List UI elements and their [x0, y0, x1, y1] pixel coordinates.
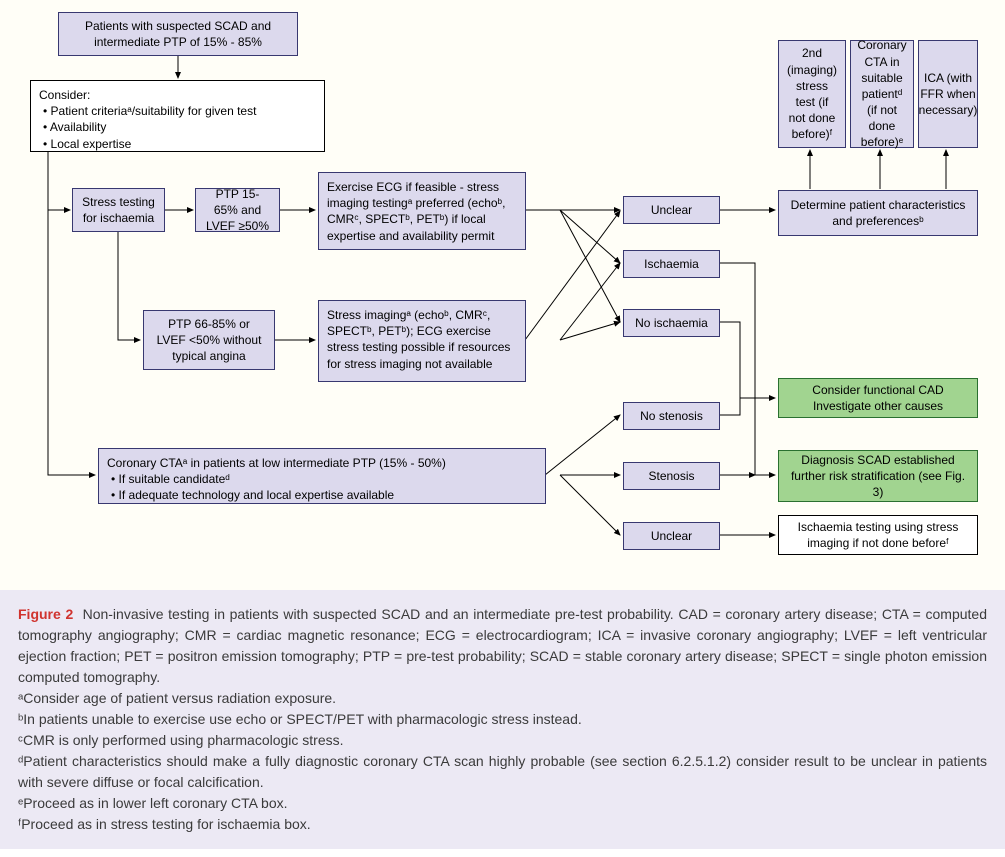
node-no-stenosis: No stenosis — [623, 402, 720, 430]
consider-title: Consider: — [39, 87, 316, 103]
t: PTP 66-85% or LVEF <50% without typical … — [152, 316, 266, 365]
node-start: Patients with suspected SCAD and interme… — [58, 12, 298, 56]
consider-list: Patient criteriaᵃ/suitability for given … — [43, 103, 316, 152]
footnote: ᵃConsider age of patient versus radiatio… — [18, 688, 987, 709]
cta-item: If adequate technology and local experti… — [111, 487, 537, 503]
node-stress-testing: Stress testing for ischaemia — [72, 188, 165, 232]
caption-main: Non-invasive testing in patients with su… — [18, 606, 987, 685]
node-ptp66: PTP 66-85% or LVEF <50% without typical … — [143, 310, 275, 370]
footnote: ᶠProceed as in stress testing for ischae… — [18, 814, 987, 835]
cta-list: If suitable candidateᵈ If adequate techn… — [111, 471, 537, 503]
node-coronary-cta: Coronary CTAᵃ in patients at low interme… — [98, 448, 546, 504]
t: No ischaemia — [635, 315, 708, 331]
t: Unclear — [651, 202, 692, 218]
t: Coronary CTA in suitable patientᵈ (if no… — [857, 37, 906, 150]
node-cta-suitable: Coronary CTA in suitable patientᵈ (if no… — [850, 40, 914, 148]
figure-label: Figure 2 — [18, 606, 73, 622]
node-diagnosis: Diagnosis SCAD established further risk … — [778, 450, 978, 502]
cta-item: If suitable candidateᵈ — [111, 471, 537, 487]
t: ICA (with FFR when necessary) — [919, 70, 978, 119]
t: PTP 15-65% and LVEF ≥50% — [204, 186, 271, 235]
t: Stenosis — [648, 468, 694, 484]
t: Exercise ECG if feasible - stress imagin… — [327, 180, 505, 243]
node-functional-cad: Consider functional CAD Investigate othe… — [778, 378, 978, 418]
node-unclear-bottom: Unclear — [623, 522, 720, 550]
node-start-text: Patients with suspected SCAD and interme… — [67, 18, 289, 50]
t: Unclear — [651, 528, 692, 544]
t: No stenosis — [640, 408, 703, 424]
node-exercise-ecg: Exercise ECG if feasible - stress imagin… — [318, 172, 526, 250]
t: Ischaemia testing using stress imaging i… — [787, 519, 969, 551]
node-determine: Determine patient characteristics and pr… — [778, 190, 978, 236]
consider-item: Local expertise — [43, 136, 316, 152]
node-unclear-top: Unclear — [623, 196, 720, 224]
node-ischaemia: Ischaemia — [623, 250, 720, 278]
footnote: ᵉProceed as in lower left coronary CTA b… — [18, 793, 987, 814]
t: Stress testing for ischaemia — [81, 194, 156, 226]
node-consider: Consider: Patient criteriaᵃ/suitability … — [30, 80, 325, 152]
consider-item: Patient criteriaᵃ/suitability for given … — [43, 103, 316, 119]
t: Stress imagingᵃ (echoᵇ, CMRᶜ, SPECTᵇ, PE… — [327, 308, 510, 371]
node-2nd-stress-test: 2nd (imaging) stress test (if not done b… — [778, 40, 846, 148]
t: Determine patient characteristics and pr… — [787, 197, 969, 229]
footnote: ᶜCMR is only performed using pharmacolog… — [18, 730, 987, 751]
t: Ischaemia — [644, 256, 699, 272]
t: Consider functional CAD Investigate othe… — [787, 382, 969, 414]
node-no-ischaemia: No ischaemia — [623, 309, 720, 337]
t: 2nd (imaging) stress test (if not done b… — [787, 45, 837, 142]
flowchart: Patients with suspected SCAD and interme… — [0, 0, 1005, 590]
node-stenosis: Stenosis — [623, 462, 720, 490]
footnote: ᵇIn patients unable to exercise use echo… — [18, 709, 987, 730]
footnote: ᵈPatient characteristics should make a f… — [18, 751, 987, 793]
figure-caption: Figure 2 Non-invasive testing in patient… — [0, 590, 1005, 849]
consider-item: Availability — [43, 119, 316, 135]
node-stress-imaging: Stress imagingᵃ (echoᵇ, CMRᶜ, SPECTᵇ, PE… — [318, 300, 526, 382]
node-ischaemia-testing: Ischaemia testing using stress imaging i… — [778, 515, 978, 555]
node-ica: ICA (with FFR when necessary) — [918, 40, 978, 148]
cta-title: Coronary CTAᵃ in patients at low interme… — [107, 455, 537, 471]
t: Diagnosis SCAD established further risk … — [787, 452, 969, 501]
node-ptp15: PTP 15-65% and LVEF ≥50% — [195, 188, 280, 232]
